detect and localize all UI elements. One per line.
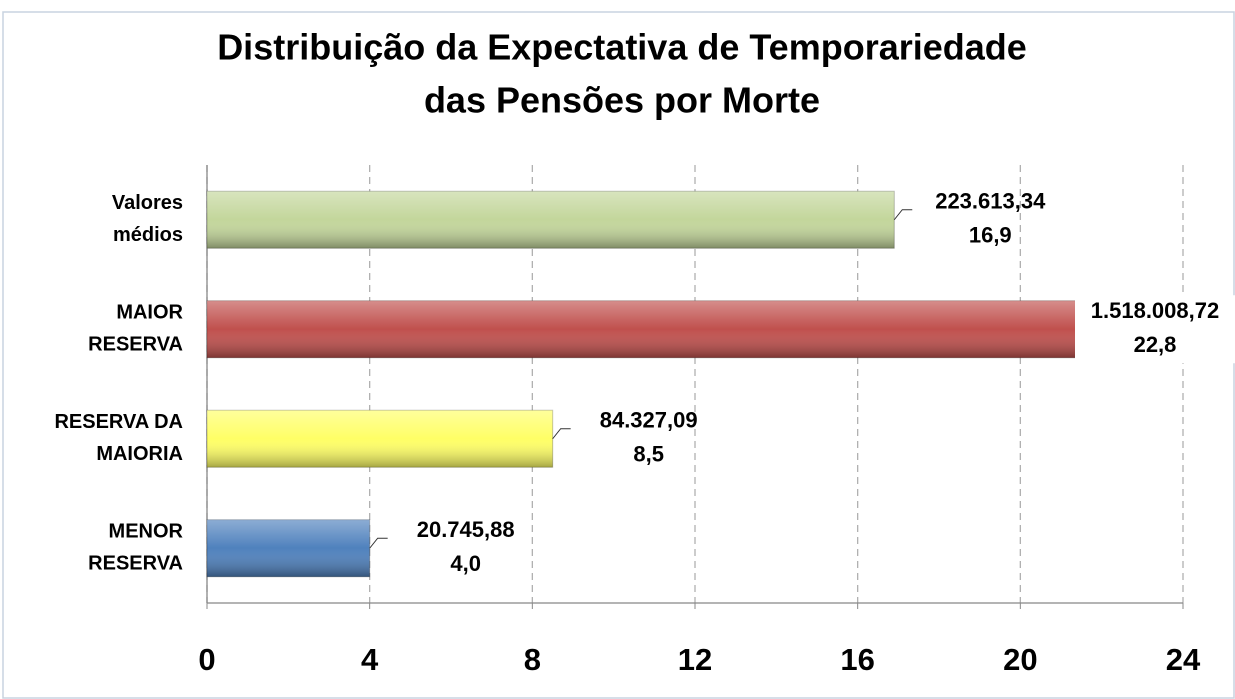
y-tick-label: RESERVA DA MAIORIA	[54, 411, 183, 465]
annotation: 1.518.008,72	[1091, 298, 1219, 323]
y-tick-label: MAIOR RESERVA	[88, 302, 183, 356]
x-tick-label: 16	[840, 642, 874, 677]
value-label: 22,8	[1134, 332, 1177, 357]
leader-line	[552, 428, 571, 440]
value-label: 8,5	[633, 442, 664, 467]
leader-line	[893, 209, 913, 221]
label-bg	[1075, 295, 1235, 364]
x-tick-label: 12	[678, 642, 712, 677]
bar-shade	[207, 410, 553, 468]
annotation: 223.613,34	[935, 189, 1046, 214]
value-label: 4,0	[450, 551, 481, 576]
bar-shade	[207, 519, 370, 577]
y-tick-label: Valores médios	[112, 192, 183, 246]
bar-shade	[207, 300, 1135, 358]
y-tick-label: MENOR RESERVA	[88, 521, 183, 575]
annotation: 84.327,09	[600, 408, 698, 433]
x-tick-label: 4	[361, 642, 379, 677]
x-tick-label: 24	[1166, 642, 1201, 677]
leader-line	[369, 537, 388, 549]
x-tick-label: 0	[198, 642, 215, 677]
x-tick-label: 8	[524, 642, 541, 677]
chart-title: Distribuição da Expectativa de Temporari…	[217, 26, 1027, 120]
bar-shade	[207, 191, 895, 249]
value-label: 16,9	[969, 223, 1012, 248]
annotation: 20.745,88	[417, 517, 515, 542]
x-tick-label: 20	[1003, 642, 1037, 677]
